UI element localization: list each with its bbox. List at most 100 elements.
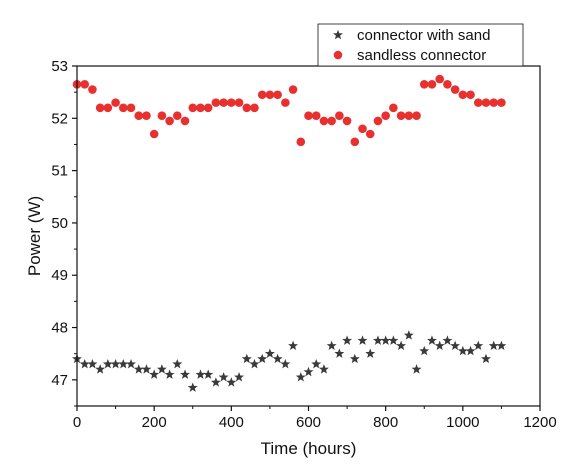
data-point-star (396, 340, 407, 351)
data-point-circle (381, 111, 390, 120)
axis-ticks: 0 200 400 600 800 1000 1200 47 48 49 50 51 52 53 (51, 58, 556, 431)
data-point-star (326, 340, 337, 351)
data-point-circle (180, 116, 190, 126)
data-point-star (342, 335, 353, 345)
data-point-star (234, 372, 244, 382)
data-point-circle (173, 111, 182, 120)
y-tick-label: 53 (51, 58, 68, 75)
data-point-star (450, 340, 461, 351)
data-point-star (403, 330, 414, 340)
data-point-star (87, 358, 98, 369)
y-tick-label: 52 (51, 110, 68, 127)
data-point-circle (373, 116, 383, 126)
data-point-circle (95, 103, 105, 113)
data-point-star (481, 353, 491, 364)
x-tick-label: 1000 (446, 414, 479, 431)
data-point-star (473, 340, 484, 351)
data-point-star (79, 358, 90, 369)
data-point-circle (203, 103, 213, 113)
data-point-circle (281, 98, 290, 107)
data-point-circle (458, 90, 468, 100)
data-point-star (249, 358, 260, 369)
data-point-circle (419, 80, 429, 89)
y-tick-label: 51 (51, 163, 68, 180)
data-point-circle (443, 80, 452, 89)
data-point-star (419, 345, 430, 356)
data-point-star (218, 372, 229, 382)
data-point-star (172, 358, 183, 369)
data-point-star (349, 353, 360, 364)
data-point-star (149, 369, 160, 379)
data-point-star (264, 348, 275, 358)
y-tick-label: 48 (51, 320, 68, 337)
data-point-circle (157, 111, 167, 120)
data-point-circle (80, 80, 90, 89)
data-point-star (488, 340, 499, 351)
data-point-circle (288, 85, 298, 94)
data-point-star (365, 348, 376, 358)
data-point-circle (311, 111, 321, 120)
y-tick-label: 50 (51, 215, 68, 232)
data-point-star (95, 364, 106, 374)
y-tick-label: 49 (51, 267, 68, 284)
data-point-star (210, 377, 221, 387)
data-point-star (434, 340, 445, 351)
data-point-star (203, 369, 214, 379)
data-point-circle (473, 98, 483, 107)
x-tick-label: 200 (142, 414, 167, 431)
data-point-circle (450, 85, 460, 94)
data-point-circle (119, 103, 128, 113)
data-point-star (257, 353, 268, 364)
data-point-circle (165, 116, 174, 126)
data-point-circle (126, 103, 136, 113)
data-point-circle (481, 98, 491, 107)
data-point-circle (149, 129, 159, 139)
data-point-circle (304, 111, 313, 120)
plot-marks (72, 74, 507, 392)
data-point-star (226, 377, 237, 387)
data-point-circle (234, 98, 244, 107)
legend-marker-circle-icon (333, 50, 343, 60)
legend-marker-star-icon (333, 29, 343, 40)
data-point-circle (111, 98, 120, 107)
data-point-circle (335, 111, 344, 120)
data-point-star (110, 358, 121, 369)
data-point-star (241, 353, 252, 364)
data-point-circle (350, 137, 360, 147)
data-point-star (496, 340, 507, 351)
data-point-star (187, 382, 198, 392)
data-point-circle (257, 90, 267, 100)
data-point-circle (319, 116, 329, 126)
x-tick-label: 600 (296, 414, 321, 431)
data-point-circle (404, 111, 414, 120)
data-point-circle (435, 74, 444, 84)
data-point-circle (327, 116, 336, 126)
data-point-circle (142, 111, 151, 120)
data-point-circle (466, 90, 475, 100)
data-point-circle (296, 137, 306, 147)
data-point-star (288, 340, 299, 351)
data-point-star (156, 364, 167, 374)
y-axis-title: Power (W) (25, 196, 44, 276)
data-point-circle (389, 103, 398, 113)
data-point-circle (227, 98, 236, 107)
x-axis-title: Time (hours) (261, 439, 357, 458)
data-point-circle (211, 98, 221, 107)
data-point-circle (219, 98, 228, 107)
data-point-star (380, 335, 391, 345)
x-tick-label: 1200 (523, 414, 556, 431)
y-tick-label: 47 (51, 372, 68, 389)
data-point-circle (489, 98, 499, 107)
legend: connector with sand sandless connector (317, 23, 524, 67)
legend-label-connector-with-sand: connector with sand (357, 27, 490, 44)
data-point-circle (88, 85, 97, 94)
data-point-star (357, 335, 368, 345)
data-point-star (373, 335, 383, 345)
data-point-circle (342, 116, 352, 126)
data-point-star (272, 353, 283, 364)
data-point-star (388, 335, 399, 345)
data-point-circle (265, 90, 275, 100)
data-point-circle (273, 90, 282, 100)
data-point-star (280, 358, 291, 369)
